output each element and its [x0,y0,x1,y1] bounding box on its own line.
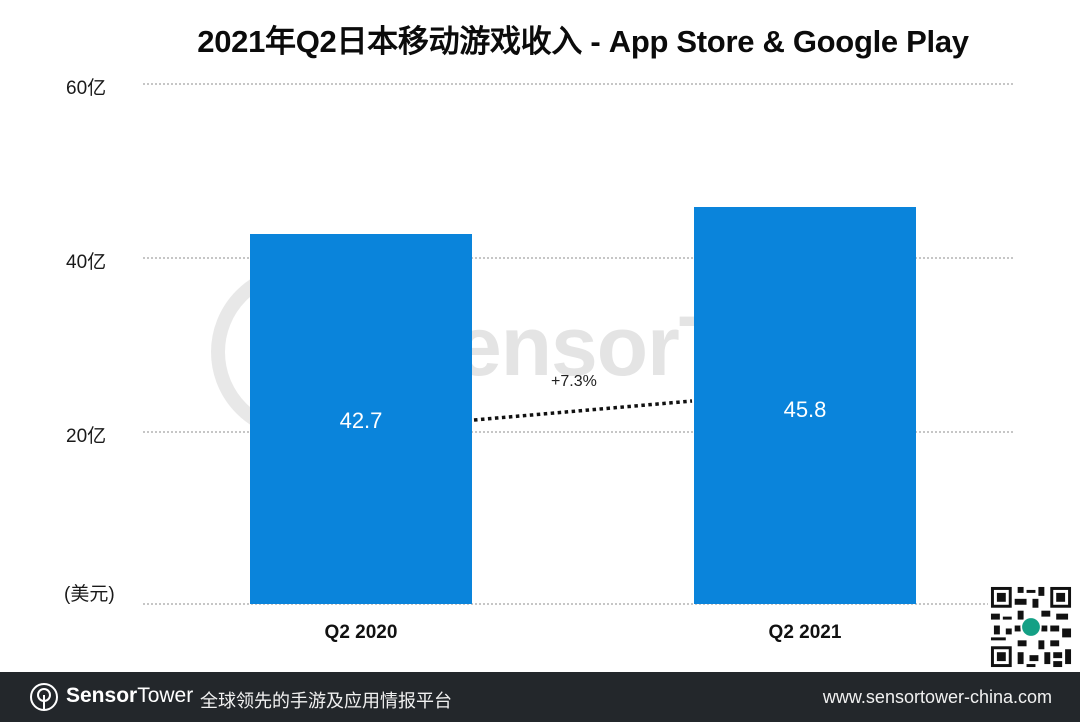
y-tick-20: 20亿 [66,426,107,447]
y-tick-60: 60亿 [66,78,107,99]
footer-url-link[interactable]: www.sensortower-china.com [822,687,1052,707]
bar-value-label: 42.7 [339,408,383,433]
x-label-q2-2020: Q2 2020 [324,622,398,643]
x-label-q2-2021: Q2 2021 [768,622,842,643]
gridline-0 [143,603,1013,605]
footer-bar: SensorTower 全球领先的手游及应用情报平台 www.sensortow… [0,672,1080,722]
brand-light: Tower [137,684,194,707]
footer-brand: SensorTower [66,684,193,708]
chart-title: 2021年Q2日本移动游戏收入 - App Store & Google Pla… [197,24,969,59]
growth-connector-line [473,399,693,422]
sensortower-logo-icon [30,683,58,711]
bar-q2-2020: 42.7 [250,234,472,604]
growth-label: +7.3% [551,373,597,390]
bar-value-label: 45.8 [783,397,827,422]
y-unit-label: (美元) [64,584,115,605]
gridline-20 [143,431,1013,433]
brand-bold: Sensor [66,684,138,707]
gridline-60 [143,83,1013,85]
footer-tagline: 全球领先的手游及应用情报平台 [200,691,452,711]
qr-code-icon[interactable] [987,584,1075,670]
bar-q2-2021: 45.8 [694,207,916,604]
y-tick-40: 40亿 [66,252,107,273]
gridline-40 [143,257,1013,259]
